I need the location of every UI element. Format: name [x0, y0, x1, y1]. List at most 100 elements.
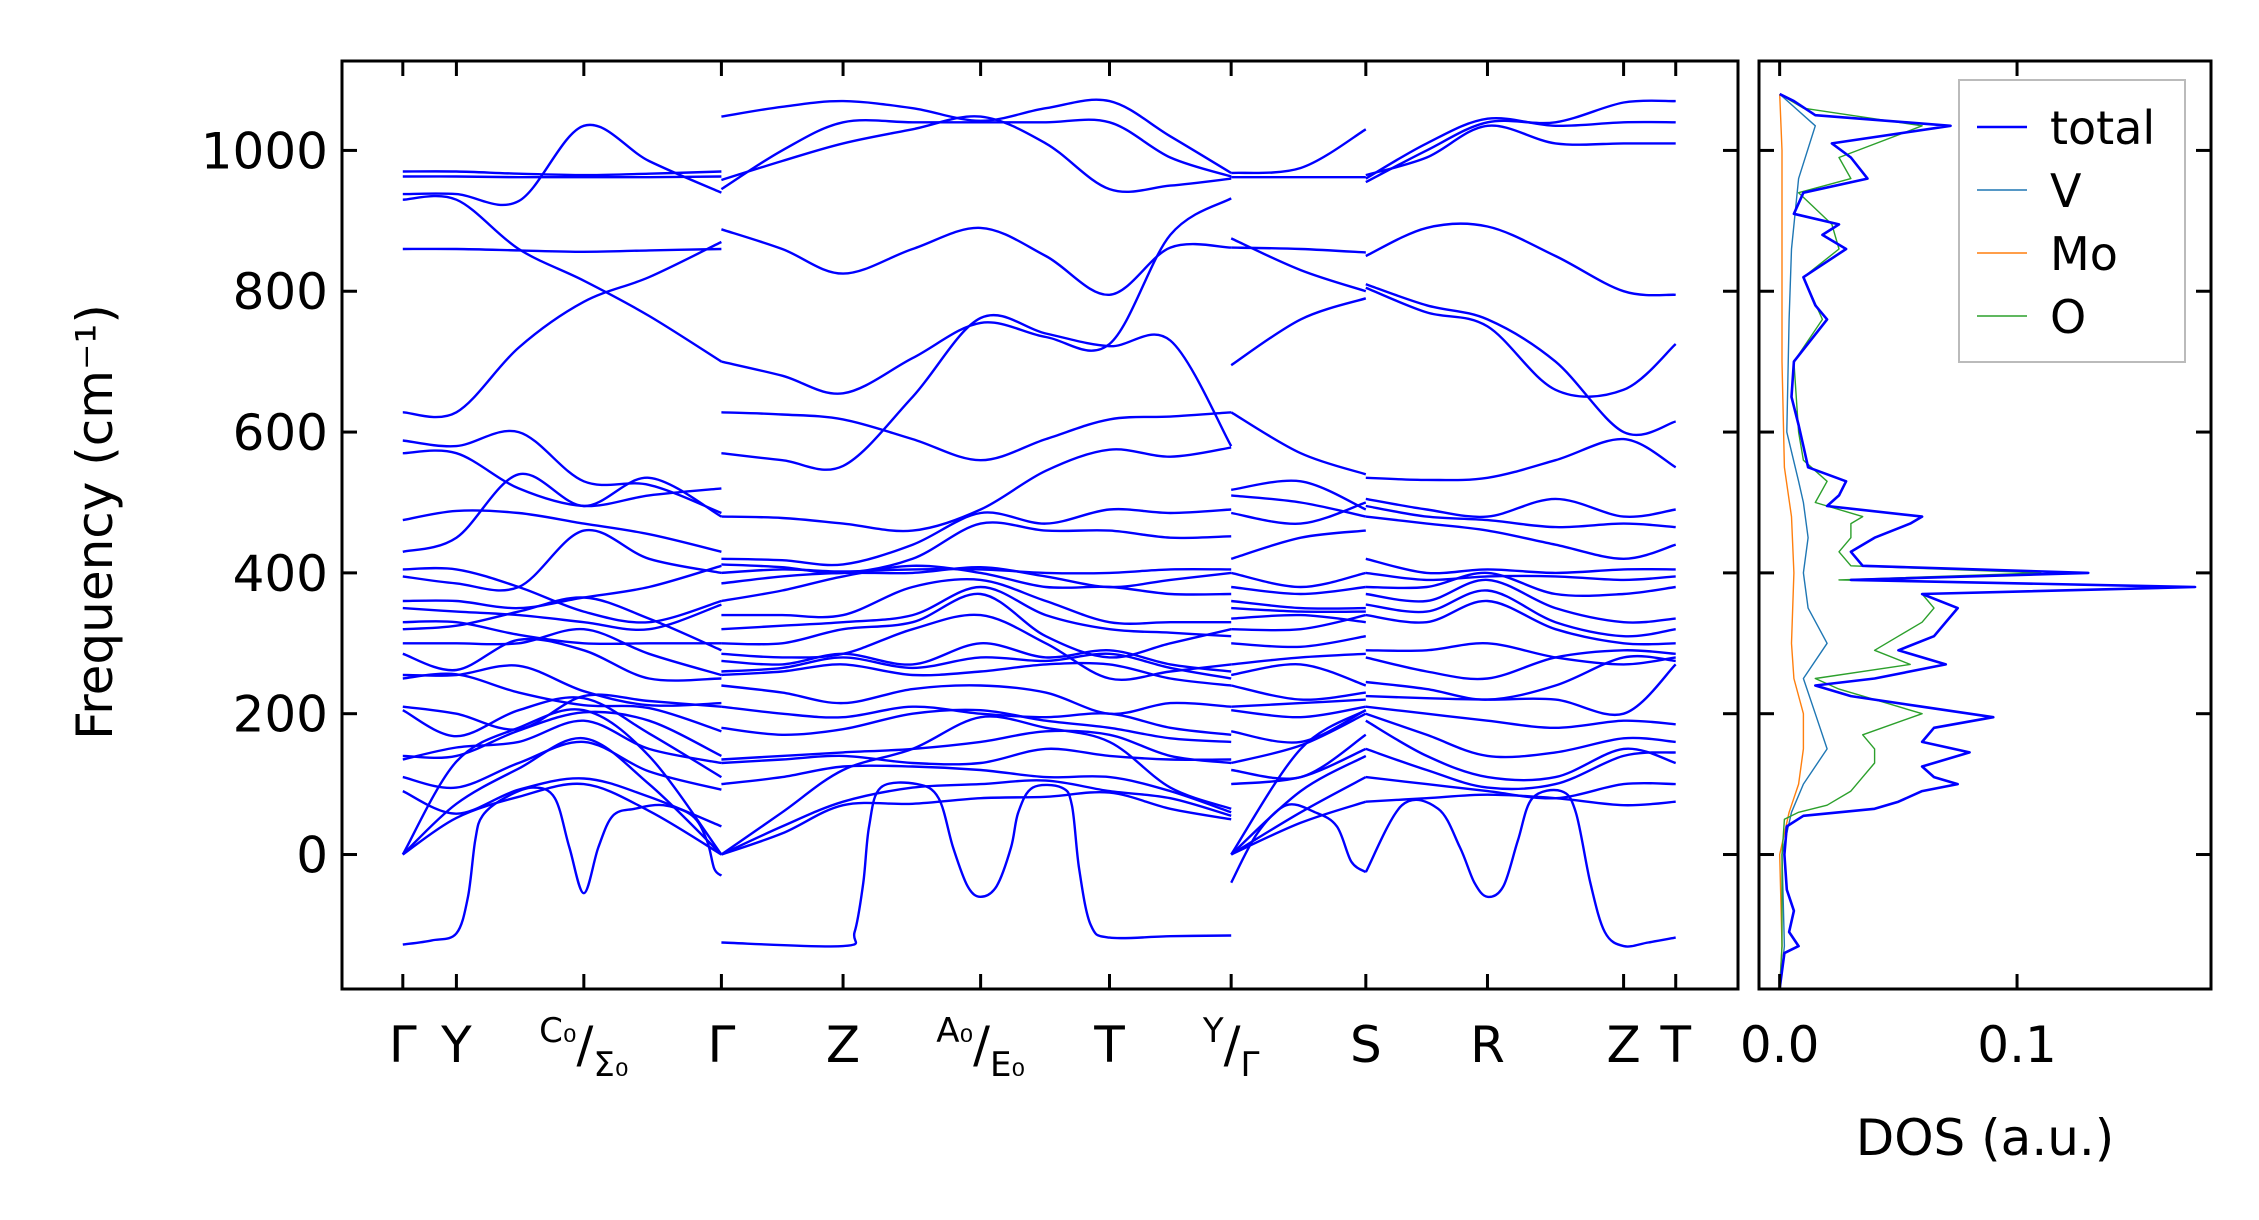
y-tick-label: 800 [233, 263, 328, 321]
phonon-band-seg1-28 [721, 790, 1232, 856]
phonon-band-seg1-7 [721, 446, 1232, 533]
phonon-band-seg2-26 [1230, 709, 1367, 856]
legend-label-o: O [2050, 290, 2086, 344]
phonon-band-seg1-27 [720, 779, 1232, 856]
phonon-band-seg3-10 [1365, 557, 1676, 575]
phonon-band-seg1-11 [721, 565, 1232, 589]
phonon-band-seg0-26 [402, 782, 723, 856]
phonon-band-seg0-1 [402, 175, 722, 179]
phonon-band-seg3-25 [1365, 793, 1676, 807]
phonon-band-seg1-18 [721, 652, 1232, 680]
y-tick-label: 1000 [201, 122, 328, 180]
soft-mode-band-seg2-0 [1230, 803, 1367, 884]
band-axes-frame [340, 59, 1740, 991]
phonon-band-seg0-11 [402, 528, 722, 592]
k-point-label: A₀/E₀ [936, 1011, 1025, 1085]
phonon-band-seg1-12 [721, 564, 1232, 603]
k-point-label: Z [826, 1016, 860, 1074]
phonon-band-seg3-1 [1365, 99, 1676, 184]
y-tick-label: 0 [296, 827, 328, 885]
phonon-band-seg3-6 [1365, 437, 1677, 482]
phonon-band-seg2-29 [1230, 800, 1367, 856]
k-point-label-bottom: Σ₀ [593, 1045, 628, 1085]
phonon-band-seg3-5 [1365, 286, 1677, 398]
legend-label-mo: Mo [2050, 227, 2118, 281]
y-tick-label: 400 [233, 545, 328, 603]
phonon-band-seg1-6 [721, 313, 1233, 471]
legend-box [1958, 79, 2186, 363]
phonon-band-seg3-21 [1365, 712, 1676, 759]
k-point-label: R [1470, 1016, 1505, 1074]
phonon-band-seg3-18 [1365, 654, 1676, 701]
phonon-band-seg2-17 [1231, 652, 1366, 666]
phonon-band-seg1-14 [721, 585, 1232, 638]
phonon-band-seg1-19 [721, 661, 1232, 687]
phonon-band-seg3-8 [1365, 504, 1676, 529]
phonon-band-seg0-9 [402, 472, 722, 553]
phonon-band-seg2-19 [1230, 684, 1366, 701]
phonon-band-seg0-4 [402, 247, 722, 254]
phonon-band-seg0-22 [402, 710, 722, 759]
phonon-band-seg2-10 [1230, 571, 1367, 589]
phonon-band-seg0-0 [402, 170, 722, 177]
phonon-band-seg1-4 [721, 197, 1232, 395]
legend-label-total: total [2050, 101, 2155, 155]
phonon-band-seg2-23 [1230, 712, 1367, 765]
phonon-band-seg1-13 [721, 577, 1232, 625]
phonon-band-seg1-23 [721, 729, 1232, 765]
axes [340, 59, 2213, 991]
k-point-label: T [1659, 1016, 1691, 1074]
phonon-band-seg1-15 [721, 592, 1232, 659]
phonon-band-seg0-12 [402, 564, 722, 610]
dos-x-tick-label: 0.0 [1740, 1016, 1820, 1074]
k-point-label: Z [1606, 1016, 1640, 1074]
legend: total V Mo O [1958, 79, 2186, 363]
phonon-band-seg3-2 [1365, 124, 1676, 177]
phonon-band-seg0-25 [402, 777, 722, 828]
phonon-band-seg2-9 [1230, 529, 1366, 560]
phonon-band-seg3-19 [1365, 663, 1677, 717]
y-tick-label: 200 [233, 686, 328, 744]
k-point-label-top: A₀ [936, 1011, 973, 1051]
phonon-band-seg3-23 [1365, 747, 1676, 791]
phonon-band-seg2-5 [1230, 411, 1367, 476]
y-axis-label: Frequency (cm⁻¹) [66, 304, 124, 740]
k-point-label: Γ [389, 1016, 417, 1074]
phonon-band-seg0-17 [402, 637, 722, 682]
phonon-band-seg0-2 [402, 123, 722, 207]
phonon-band-seg1-5 [721, 411, 1232, 462]
phonon-band-seg3-13 [1365, 578, 1676, 624]
phonon-band-seg3-17 [1365, 649, 1676, 681]
phonon-band-seg2-20 [1231, 698, 1366, 708]
y-tick-label: 600 [233, 404, 328, 462]
phonon-band-seg0-14 [402, 620, 722, 646]
dos-x-axis-label: DOS (a.u.) [1856, 1109, 2115, 1167]
phonon-band-seg2-15 [1231, 613, 1367, 632]
phonon-band-seg1-1 [720, 118, 1232, 191]
phonon-band-seg2-27 [1230, 754, 1367, 856]
phonon-band-seg3-20 [1365, 705, 1676, 730]
phonon-band-seg0-13 [402, 603, 722, 631]
phonon-band-seg2-12 [1231, 599, 1366, 610]
phonon-band-seg3-12 [1365, 571, 1676, 598]
phonon-band-seg0-8 [402, 509, 722, 553]
k-point-label: Y [440, 1016, 472, 1074]
phonon-band-seg1-8 [721, 507, 1232, 567]
legend-label-v: V [2050, 164, 2082, 218]
phonon-band-seg0-28 [401, 708, 723, 856]
phonon-band-seg2-8 [1231, 501, 1367, 525]
phonon-band-seg2-6 [1231, 479, 1367, 511]
phonon-band-seg0-3 [402, 194, 723, 363]
soft-mode-band-seg1-0 [721, 781, 1232, 948]
phonon-band-seg3-9 [1365, 515, 1677, 561]
phonon-band-seg2-13 [1231, 606, 1366, 614]
phonon-band-seg3-14 [1365, 589, 1676, 638]
k-point-label: Y/Γ [1202, 1011, 1260, 1085]
phonon-band-seg2-3 [1231, 246, 1366, 254]
phonon-band-seg2-14 [1231, 613, 1366, 624]
phonon-band-seg1-0 [721, 98, 1232, 175]
phonon-band-seg3-15 [1365, 599, 1676, 646]
soft-mode-band-seg0-0 [402, 786, 723, 946]
